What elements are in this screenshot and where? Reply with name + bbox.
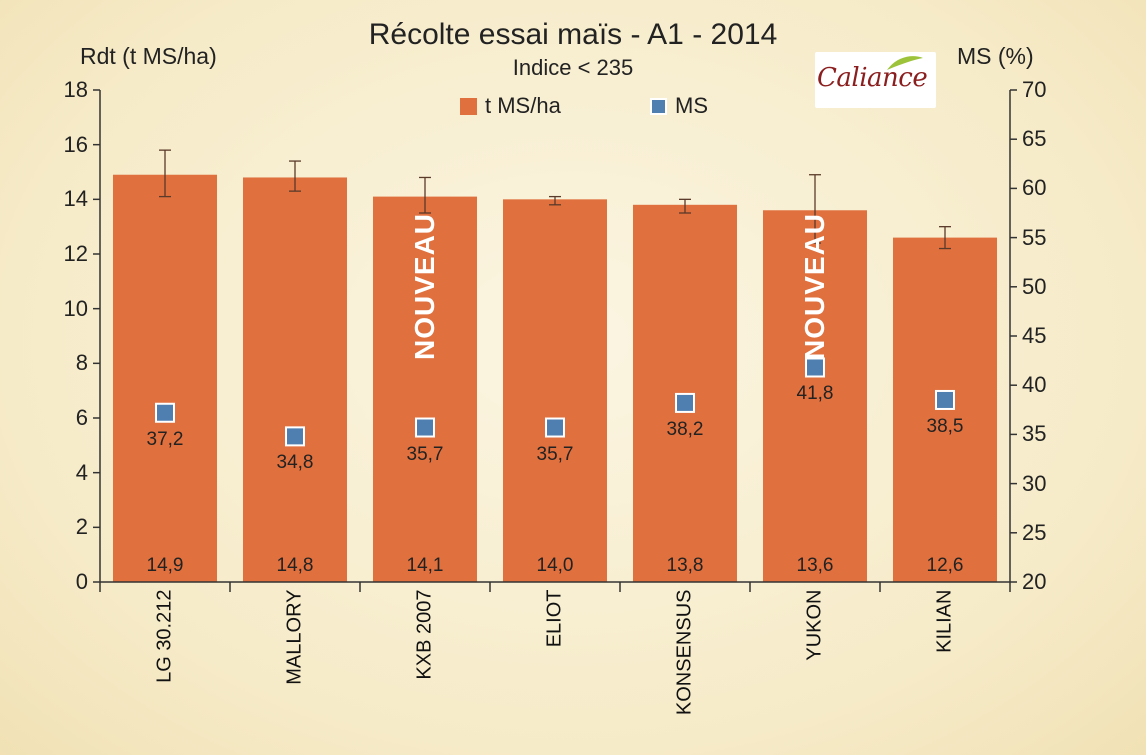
ms-value-label: 38,5 bbox=[926, 415, 964, 437]
y-tick-label-left: 10 bbox=[63, 295, 88, 321]
y-tick-label-right: 65 bbox=[1022, 126, 1047, 152]
chart-subtitle: Indice < 235 bbox=[512, 55, 634, 80]
annotation-nouveau: NOUVEAU bbox=[409, 212, 440, 360]
y-tick-label-right: 25 bbox=[1022, 519, 1047, 545]
ms-marker bbox=[805, 357, 825, 378]
legend-item-bars: t MS/ha bbox=[460, 93, 561, 119]
ms-marker bbox=[155, 402, 175, 423]
logo-text: Caliance bbox=[817, 63, 928, 93]
bar-value-label: 14,9 bbox=[146, 555, 184, 576]
y-tick-label-right: 35 bbox=[1022, 421, 1047, 447]
bar-value-label: 13,6 bbox=[796, 555, 834, 576]
ms-marker bbox=[545, 417, 565, 438]
annotation-nouveau: NOUVEAU bbox=[799, 212, 830, 360]
bar-value-label: 14,8 bbox=[276, 555, 314, 576]
y-tick-label-left: 0 bbox=[75, 569, 88, 594]
y-tick-label-right: 20 bbox=[1022, 569, 1047, 594]
y-tick-label-right: 60 bbox=[1022, 175, 1047, 201]
y-tick-label-left: 18 bbox=[63, 77, 88, 102]
chart-title: Récolte essai maïs - A1 - 2014 bbox=[368, 18, 778, 51]
y-tick-label-left: 8 bbox=[75, 350, 88, 376]
bar-value-label: 13,8 bbox=[666, 555, 704, 576]
y-tick-label-left: 2 bbox=[75, 514, 88, 540]
y-tick-label-left: 16 bbox=[63, 131, 88, 157]
x-tick-label: KXB 2007 bbox=[413, 589, 436, 680]
y-tick-label-right: 70 bbox=[1022, 77, 1047, 102]
x-tick-label: KILIAN bbox=[933, 589, 956, 653]
x-tick-label: MALLORY bbox=[283, 589, 306, 685]
y-tick-label-right: 45 bbox=[1022, 323, 1047, 348]
y-axis-left-label: Rdt (t MS/ha) bbox=[80, 43, 217, 69]
ms-marker bbox=[285, 426, 305, 447]
ms-value-label: 35,7 bbox=[536, 443, 574, 465]
caliance-logo: Caliance bbox=[815, 52, 936, 108]
legend-label-bars: t MS/ha bbox=[485, 93, 561, 118]
bar bbox=[113, 174, 217, 582]
y-tick-label-right: 50 bbox=[1022, 273, 1047, 299]
y-tick-label-right: 30 bbox=[1022, 470, 1047, 496]
bar-value-label: 12,6 bbox=[926, 555, 964, 576]
legend-swatch-markers bbox=[650, 97, 667, 115]
y-tick-label-left: 6 bbox=[75, 405, 88, 430]
bar bbox=[373, 196, 477, 582]
bar bbox=[503, 199, 607, 583]
y-tick-label-left: 4 bbox=[75, 459, 88, 485]
ms-marker bbox=[935, 389, 955, 410]
leaf-icon bbox=[887, 56, 923, 70]
ms-value-label: 34,8 bbox=[276, 452, 314, 474]
ms-value-label: 37,2 bbox=[146, 428, 184, 450]
y-axis-right-label: MS (%) bbox=[957, 43, 1034, 69]
x-tick-label: ELIOT bbox=[543, 589, 566, 648]
y-tick-label-left: 12 bbox=[63, 241, 88, 266]
x-tick-label: KONSENSUS bbox=[673, 589, 696, 716]
legend-swatch-bars bbox=[460, 97, 477, 115]
y-tick-label-right: 40 bbox=[1022, 372, 1047, 398]
ms-marker bbox=[415, 417, 435, 438]
x-tick-label: LG 30.212 bbox=[153, 589, 176, 683]
bar-value-label: 14,0 bbox=[536, 555, 574, 576]
ms-value-label: 41,8 bbox=[796, 383, 834, 405]
ms-marker bbox=[675, 392, 695, 413]
ms-value-label: 38,2 bbox=[666, 418, 704, 440]
y-tick-label-right: 55 bbox=[1022, 224, 1047, 250]
ms-value-label: 35,7 bbox=[406, 443, 444, 465]
legend-label-markers: MS bbox=[675, 93, 708, 118]
legend-item-markers: MS bbox=[650, 93, 708, 119]
bar bbox=[243, 177, 347, 582]
bar-value-label: 14,1 bbox=[406, 555, 444, 576]
y-tick-label-left: 14 bbox=[63, 186, 88, 212]
bar bbox=[763, 210, 867, 582]
x-tick-label: YUKON bbox=[803, 589, 826, 661]
